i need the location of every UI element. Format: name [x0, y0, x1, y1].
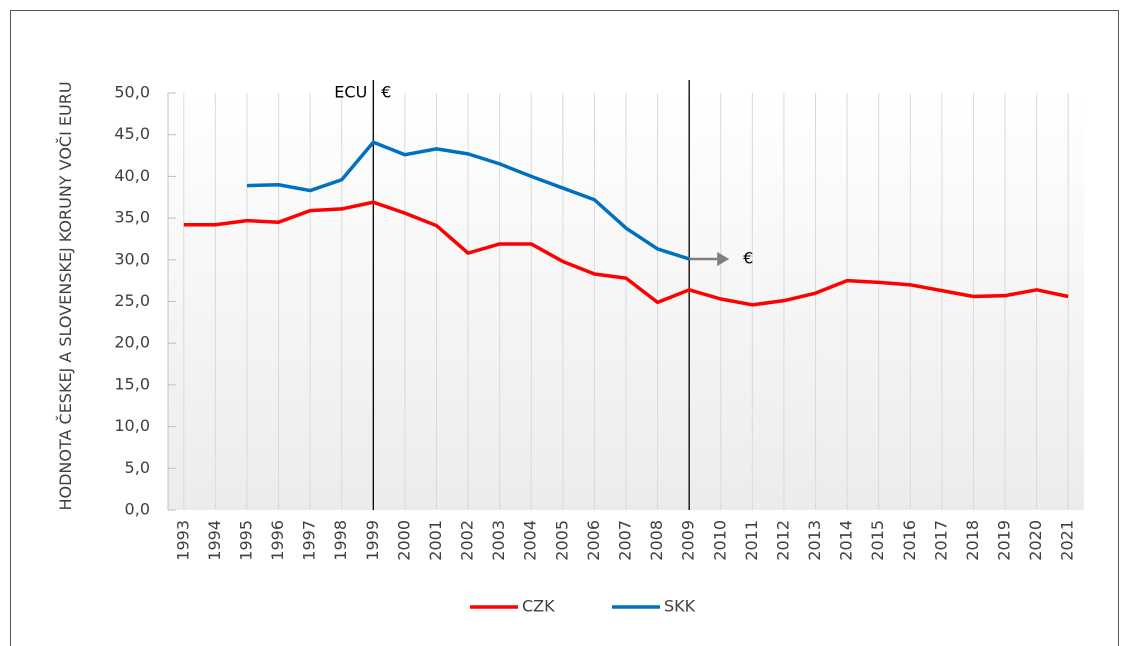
x-tick-label: 2009 — [679, 520, 698, 561]
x-tick-label: 2006 — [584, 520, 603, 561]
x-tick-label: 2021 — [1058, 520, 1077, 561]
y-tick-label: 25,0 — [114, 291, 150, 310]
y-tick-label: 40,0 — [114, 166, 150, 185]
x-tick-label: 2001 — [426, 520, 445, 561]
x-tick-label: 1993 — [173, 520, 192, 561]
x-tick-label: 2014 — [837, 520, 856, 561]
annotation-text: € — [381, 83, 391, 102]
annotation-arrowhead — [717, 252, 730, 266]
x-tick-label: 2012 — [773, 520, 792, 561]
x-tick-label: 2004 — [521, 520, 540, 561]
x-tick-label: 2019 — [995, 520, 1014, 561]
x-tick-label: 2017 — [931, 520, 950, 561]
y-tick-label: 15,0 — [114, 374, 150, 393]
x-tick-label: 1999 — [363, 520, 382, 561]
x-tick-label: 2011 — [742, 520, 761, 561]
x-tick-label: 2010 — [710, 520, 729, 561]
y-tick-label: 35,0 — [114, 208, 150, 227]
legend-label: CZK — [522, 597, 555, 616]
x-tick-label: 2016 — [900, 520, 919, 561]
y-tick-label: 5,0 — [125, 458, 150, 477]
x-tick-label: 2005 — [552, 520, 571, 561]
annotation-text: € — [743, 249, 753, 268]
y-tick-label: 0,0 — [125, 500, 150, 519]
y-tick-label: 10,0 — [114, 416, 150, 435]
series-line — [183, 200, 1069, 307]
x-tick-label: 1995 — [236, 520, 255, 561]
legend-label: SKK — [664, 597, 696, 616]
y-tick-label: 50,0 — [114, 83, 150, 102]
series-line — [246, 140, 690, 261]
x-tick-label: 1996 — [268, 520, 287, 561]
x-tick-label: 2013 — [805, 520, 824, 561]
annotation-text: ECU — [334, 83, 367, 102]
x-tick-label: 1994 — [205, 520, 224, 561]
x-tick-label: 1997 — [300, 520, 319, 561]
frame — [10, 10, 1119, 646]
y-tick-label: 45,0 — [114, 124, 150, 143]
x-tick-label: 2015 — [868, 520, 887, 561]
x-tick-label: 2002 — [458, 520, 477, 561]
x-tick-label: 1998 — [331, 520, 350, 561]
x-tick-label: 2020 — [1026, 520, 1045, 561]
y-tick-label: 20,0 — [114, 333, 150, 352]
x-tick-label: 2003 — [489, 520, 508, 561]
x-tick-label: 2007 — [616, 520, 635, 561]
x-tick-label: 2008 — [647, 520, 666, 561]
x-tick-label: 2018 — [963, 520, 982, 561]
y-axis-label: HODNOTA ČESKEJ A SLOVENSKEJ KORUNY VOČI … — [56, 81, 75, 511]
x-tick-label: 2000 — [394, 520, 413, 561]
y-tick-label: 30,0 — [114, 249, 150, 268]
